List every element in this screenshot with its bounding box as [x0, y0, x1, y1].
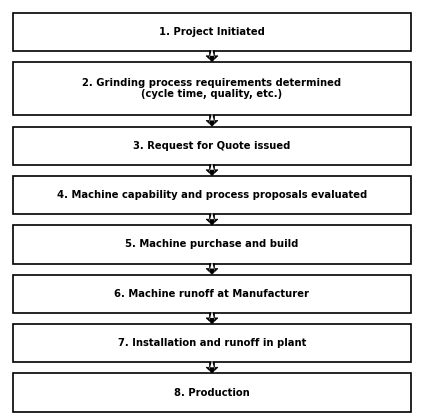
Bar [13, 275, 411, 313]
Polygon shape [209, 360, 215, 372]
Text: 3. Request for Quote issued: 3. Request for Quote issued [133, 141, 291, 151]
Text: 1. Project Initiated: 1. Project Initiated [159, 27, 265, 37]
Text: 8. Production: 8. Production [174, 388, 250, 397]
Bar [13, 13, 411, 51]
Bar [13, 373, 411, 412]
Polygon shape [206, 165, 218, 176]
Polygon shape [209, 163, 215, 175]
Bar [13, 226, 411, 263]
Polygon shape [206, 362, 218, 373]
Polygon shape [206, 313, 218, 324]
Bar [13, 126, 411, 165]
Text: 7. Installation and runoff in plant: 7. Installation and runoff in plant [118, 338, 306, 348]
Bar [13, 176, 411, 214]
Bar [13, 324, 411, 362]
Polygon shape [209, 311, 215, 323]
Polygon shape [209, 49, 215, 61]
Bar [13, 62, 411, 116]
Polygon shape [209, 262, 215, 273]
Polygon shape [206, 51, 218, 62]
Polygon shape [206, 263, 218, 274]
Text: 4. Machine capability and process proposals evaluated: 4. Machine capability and process propos… [57, 190, 367, 200]
Polygon shape [209, 213, 215, 224]
Text: 2. Grinding process requirements determined
(cycle time, quality, etc.): 2. Grinding process requirements determi… [82, 78, 342, 100]
Text: 5. Machine purchase and build: 5. Machine purchase and build [126, 239, 298, 249]
Text: 6. Machine runoff at Manufacturer: 6. Machine runoff at Manufacturer [114, 289, 310, 299]
Polygon shape [206, 214, 218, 225]
Polygon shape [206, 116, 218, 126]
Polygon shape [209, 113, 215, 126]
